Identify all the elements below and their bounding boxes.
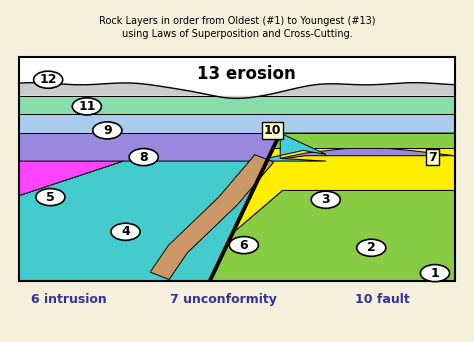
Bar <box>18 96 456 115</box>
Polygon shape <box>267 133 456 161</box>
Circle shape <box>311 191 340 208</box>
Polygon shape <box>18 83 456 98</box>
Circle shape <box>111 223 140 240</box>
Polygon shape <box>273 133 456 148</box>
Bar <box>18 57 456 281</box>
Text: 9: 9 <box>103 124 111 137</box>
Circle shape <box>72 98 101 115</box>
Text: 11: 11 <box>78 100 96 113</box>
Text: 6: 6 <box>239 239 248 252</box>
Circle shape <box>129 148 158 166</box>
Polygon shape <box>18 161 267 281</box>
Circle shape <box>93 122 122 139</box>
Circle shape <box>229 237 258 254</box>
Text: Rock Layers in order from Oldest (#1) to Youngest (#13): Rock Layers in order from Oldest (#1) to… <box>99 16 375 26</box>
Polygon shape <box>18 161 123 196</box>
Text: 12: 12 <box>39 73 57 86</box>
Text: using Laws of Superposition and Cross-Cutting.: using Laws of Superposition and Cross-Cu… <box>122 29 352 39</box>
Polygon shape <box>210 190 456 281</box>
Text: 1: 1 <box>430 267 439 280</box>
Text: 2: 2 <box>367 241 375 254</box>
Text: 3: 3 <box>321 193 330 206</box>
Polygon shape <box>150 155 274 279</box>
Circle shape <box>420 265 449 282</box>
Text: 5: 5 <box>46 190 55 203</box>
Circle shape <box>36 188 65 206</box>
Bar <box>18 115 456 133</box>
Polygon shape <box>233 156 456 233</box>
Bar <box>18 57 456 281</box>
Circle shape <box>356 239 386 256</box>
Text: 4: 4 <box>121 225 130 238</box>
Text: 13 erosion: 13 erosion <box>197 65 295 83</box>
Text: 7: 7 <box>428 150 437 163</box>
Bar <box>18 57 456 96</box>
Text: 10 fault: 10 fault <box>355 293 410 306</box>
Text: 6 intrusion: 6 intrusion <box>31 293 107 306</box>
Polygon shape <box>351 241 456 281</box>
Text: 10: 10 <box>264 124 281 137</box>
Text: 8: 8 <box>139 150 148 163</box>
Polygon shape <box>18 133 456 161</box>
Circle shape <box>34 71 63 88</box>
Polygon shape <box>267 133 326 161</box>
Text: 7 unconformity: 7 unconformity <box>170 293 277 306</box>
